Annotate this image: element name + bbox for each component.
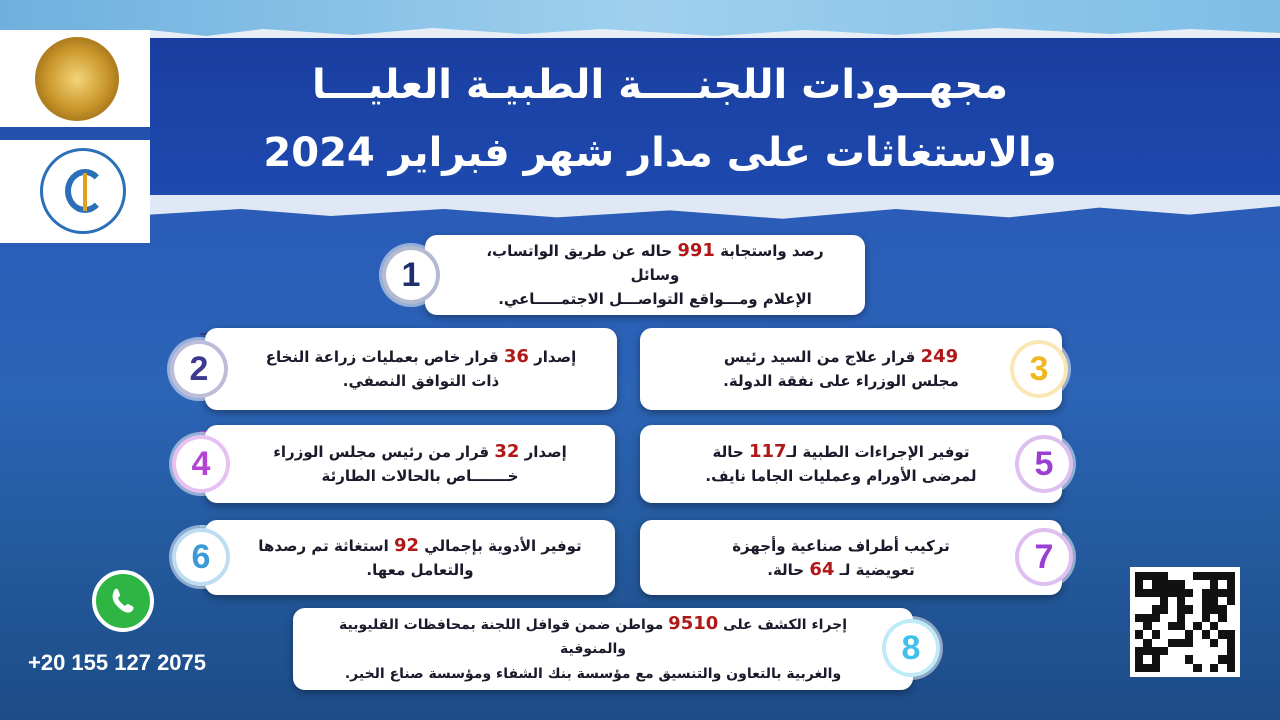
highlight-number: 9510 [668, 613, 719, 634]
card-line: خـــــــاص بالحالات الطارئة [255, 464, 585, 488]
card-line: إصدار 36 قرار خاص بعمليات زراعة النخاع [255, 345, 587, 369]
qr-code[interactable] [1130, 567, 1240, 677]
highlight-number: 991 [677, 240, 715, 261]
text: قرار خاص بعمليات زراعة النخاع [265, 348, 504, 366]
stat-card-3: 249 قرار علاج من السيد رئيس مجلس الوزراء … [640, 328, 1062, 410]
text: تركيب أطراف صناعية وأجهزة [732, 536, 950, 555]
highlight-number: 117 [748, 441, 787, 462]
stat-card-5: توفير الإجراءات الطبية لـ117 حالة لمرضى ا… [640, 425, 1062, 503]
highlight-number: 64 [809, 558, 835, 580]
text: توفير الإجراءات الطبية لـ [786, 443, 970, 461]
card-line: إصدار 32 قرار من رئيس مجلس الوزراء [255, 440, 585, 464]
text: مجلس الوزراء على نفقة الدولة. [723, 372, 959, 390]
step-number-badge: 6 [172, 528, 230, 586]
card-line: إجراء الكشف على 9510 مواطن ضمن قوافل الل… [323, 612, 863, 661]
text: خـــــــاص بالحالات الطارئة [321, 467, 519, 485]
text: حاله عن طريق الواتساب، وسائل [486, 242, 680, 284]
card-line: تركيب أطراف صناعية وأجهزة [670, 534, 1012, 558]
step-number-badge: 8 [882, 619, 940, 677]
highlight-number: 36 [503, 346, 529, 367]
caduceus-icon [83, 173, 87, 211]
card-line: ذات التوافق النصفي. [255, 369, 587, 393]
stat-card-4: إصدار 32 قرار من رئيس مجلس الوزراء خـــــ… [205, 425, 615, 503]
text: قرار من رئيس مجلس الوزراء [273, 443, 495, 461]
card-line: لمرضى الأورام وعمليات الجاما نايف. [670, 464, 1012, 488]
card-line: رصد واستجابة 991 حاله عن طريق الواتساب، … [475, 239, 835, 287]
text: تعويضية لـ [834, 560, 915, 579]
text: حالة [712, 443, 749, 461]
egypt-seal-logo [35, 37, 119, 121]
text: توفير الأدوية بإجمالي [419, 536, 582, 555]
text: والغربية بالتعاون والتنسيق مع مؤسسة بنك … [344, 666, 842, 682]
whatsapp-icon [92, 570, 154, 632]
text: إصدار [519, 443, 567, 461]
card-line: تعويضية لـ 64 حالة. [670, 558, 1012, 582]
text: ذات التوافق النصفي. [342, 372, 500, 390]
phone-number: +20 155 127 2075 [28, 650, 207, 675]
stat-card-7: تركيب أطراف صناعية وأجهزة تعويضية لـ 64 ح… [640, 520, 1062, 595]
text: استغاثة تم رصدها [258, 536, 395, 555]
step-number-badge: 3 [1010, 340, 1068, 398]
text: لمرضى الأورام وعمليات الجاما نايف. [705, 467, 977, 485]
card-line: والتعامل معها. [255, 558, 585, 582]
step-number-badge: 2 [170, 340, 228, 398]
card-line: الإعلام ومـــواقع التواصـــل الاجتمـــــ… [475, 287, 835, 311]
medical-committee-logo [40, 148, 126, 234]
text: حالة. [767, 560, 810, 579]
stat-card-1: رصد واستجابة 991 حاله عن طريق الواتساب، … [425, 235, 865, 315]
text: والتعامل معها. [366, 560, 474, 579]
stat-card-2: إصدار 36 قرار خاص بعمليات زراعة النخاع ذا… [205, 328, 617, 410]
title-panel [150, 38, 1280, 203]
step-number-badge: 1 [382, 246, 440, 304]
stat-card-6: توفير الأدوية بإجمالي 92 استغاثة تم رصده… [205, 520, 615, 595]
card-line: والغربية بالتعاون والتنسيق مع مؤسسة بنك … [323, 661, 863, 686]
text: رصد واستجابة [714, 242, 824, 260]
step-number-badge: 7 [1015, 528, 1073, 586]
title-line-2: والاستغاثات على مدار شهر فبراير 2024 [263, 130, 1057, 176]
stat-card-8: إجراء الكشف على 9510 مواطن ضمن قوافل الل… [293, 608, 913, 690]
highlight-number: 92 [394, 534, 420, 556]
step-number-badge: 5 [1015, 435, 1073, 493]
title-line-1: مجهــودات اللجنــــة الطبيـة العليـــا [311, 62, 1009, 108]
torn-paper-bottom [150, 195, 1280, 219]
highlight-number: 32 [494, 441, 520, 462]
card-line: مجلس الوزراء على نفقة الدولة. [670, 369, 1012, 393]
text: الإعلام ومـــواقع التواصـــل الاجتمـــــ… [498, 290, 812, 308]
text: إجراء الكشف على [718, 617, 848, 633]
card-line: توفير الأدوية بإجمالي 92 استغاثة تم رصده… [255, 534, 585, 558]
step-number-badge: 4 [172, 435, 230, 493]
card-line: 249 قرار علاج من السيد رئيس [670, 345, 1012, 369]
text: مواطن ضمن قوافل اللجنة بمحافظات القليوبي… [338, 617, 669, 657]
text: إصدار [528, 348, 577, 366]
highlight-number: 249 [920, 346, 959, 367]
text: قرار علاج من السيد رئيس [723, 348, 921, 366]
card-line: توفير الإجراءات الطبية لـ117 حالة [670, 440, 1012, 464]
